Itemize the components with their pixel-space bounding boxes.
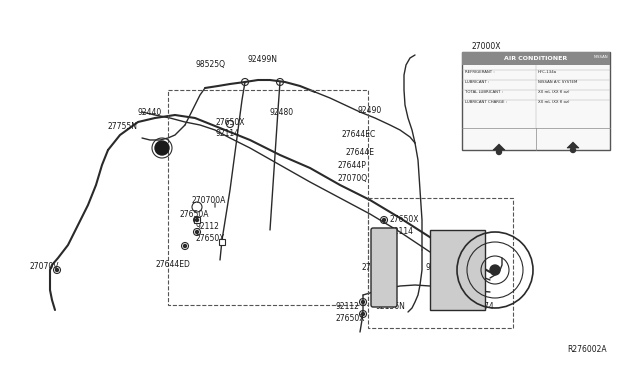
FancyBboxPatch shape <box>371 228 397 307</box>
Text: 27650X: 27650X <box>390 215 419 224</box>
Text: XX mL (XX fl oz): XX mL (XX fl oz) <box>538 90 570 94</box>
Text: LUBRICANT :: LUBRICANT : <box>465 80 489 84</box>
Text: XX mL (XX fl oz): XX mL (XX fl oz) <box>538 100 570 104</box>
Circle shape <box>362 301 365 304</box>
Text: 27650X: 27650X <box>336 314 365 323</box>
Circle shape <box>570 148 575 153</box>
Bar <box>194 217 200 223</box>
Text: 27650A: 27650A <box>180 210 209 219</box>
Text: LUBRICANT CHARGE :: LUBRICANT CHARGE : <box>465 100 507 104</box>
Circle shape <box>56 269 58 272</box>
Text: HFC-134a: HFC-134a <box>538 70 557 74</box>
Text: 92499N: 92499N <box>248 55 278 64</box>
Circle shape <box>383 218 385 221</box>
Text: REFRIGERANT :: REFRIGERANT : <box>465 70 495 74</box>
Circle shape <box>490 265 500 275</box>
Text: 270700A: 270700A <box>192 196 227 205</box>
Bar <box>219 239 225 245</box>
Text: 27000X: 27000X <box>472 42 502 51</box>
Text: 92114: 92114 <box>215 129 239 138</box>
Text: 98525Q: 98525Q <box>195 60 225 69</box>
Bar <box>430 230 485 310</box>
Text: 27755N: 27755N <box>108 122 138 131</box>
Text: 27070V: 27070V <box>30 262 60 271</box>
Text: NISSAN A/C SYSTEM: NISSAN A/C SYSTEM <box>538 80 577 84</box>
Circle shape <box>155 141 169 155</box>
Text: 92112: 92112 <box>196 222 220 231</box>
Text: 92440: 92440 <box>138 108 163 117</box>
Text: R276002A: R276002A <box>567 345 607 354</box>
Bar <box>368 198 513 328</box>
Text: 92490: 92490 <box>358 106 382 115</box>
Circle shape <box>195 231 198 234</box>
Text: SEC SEC.274: SEC SEC.274 <box>445 302 493 311</box>
Text: 27644EC: 27644EC <box>342 130 376 139</box>
Polygon shape <box>567 142 579 148</box>
Circle shape <box>497 150 502 154</box>
Text: 92100: 92100 <box>425 263 449 272</box>
Text: 92114: 92114 <box>390 227 414 236</box>
Bar <box>462 52 610 65</box>
Text: TOTAL LUBRICANT :: TOTAL LUBRICANT : <box>465 90 503 94</box>
Text: 27644P: 27644P <box>337 161 366 170</box>
Circle shape <box>184 244 186 247</box>
Text: 92136N: 92136N <box>376 302 406 311</box>
Text: 27644EA: 27644EA <box>362 263 396 272</box>
Text: 27644E: 27644E <box>345 148 374 157</box>
Bar <box>462 52 610 150</box>
Text: NISSAN: NISSAN <box>593 55 608 59</box>
Polygon shape <box>493 144 505 150</box>
Text: 92480: 92480 <box>270 108 294 117</box>
Text: AIR CONDITIONER: AIR CONDITIONER <box>504 56 568 61</box>
Circle shape <box>195 218 198 221</box>
Text: 27644ED: 27644ED <box>155 260 190 269</box>
Text: 27650X: 27650X <box>215 118 244 127</box>
Text: 92112: 92112 <box>336 302 360 311</box>
Bar <box>168 90 368 305</box>
Circle shape <box>362 312 365 315</box>
Text: 27070Q: 27070Q <box>337 174 367 183</box>
Text: 27650X: 27650X <box>196 234 225 243</box>
